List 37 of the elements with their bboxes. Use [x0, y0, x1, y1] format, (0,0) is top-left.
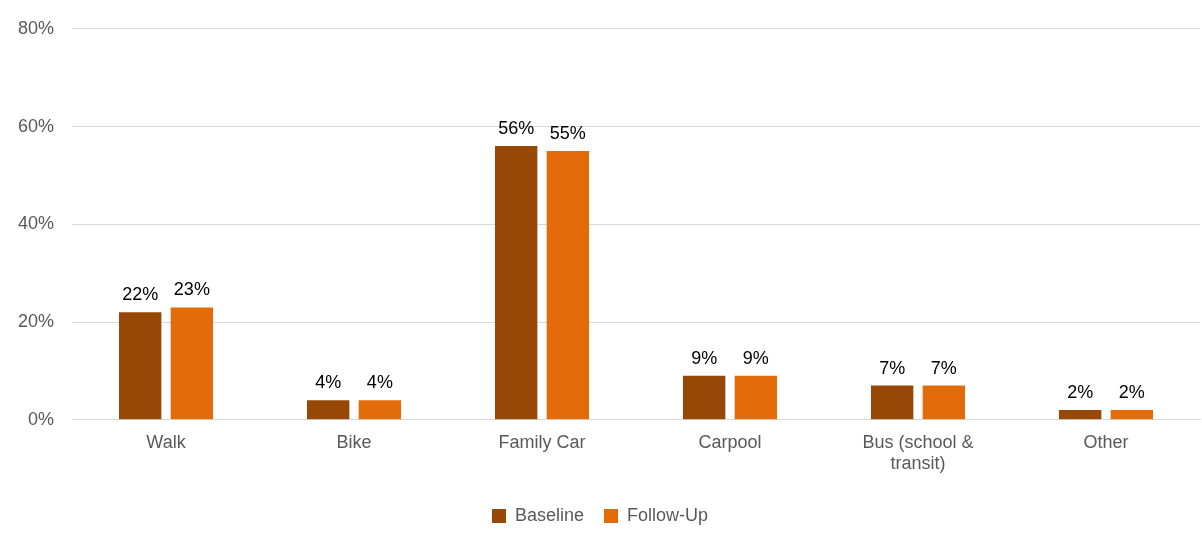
bar — [170, 307, 214, 420]
bar — [682, 375, 726, 420]
data-label: 4% — [366, 372, 393, 393]
legend-label: Baseline — [514, 504, 585, 525]
y-tick-label: 80% — [18, 17, 55, 38]
data-label: 7% — [879, 357, 906, 378]
bar — [734, 375, 778, 420]
data-label: 2% — [1118, 381, 1145, 402]
bar — [870, 385, 914, 420]
bar — [1110, 410, 1154, 420]
x-tick-label: Walk — [146, 431, 187, 452]
x-tick-label: Other — [1083, 431, 1129, 452]
x-tick-label: Family Car — [498, 431, 586, 452]
data-label: 55% — [549, 122, 586, 143]
bar — [546, 150, 590, 420]
data-label: 7% — [930, 357, 957, 378]
data-label: 2% — [1067, 381, 1094, 402]
bar — [1058, 410, 1102, 420]
data-label: 9% — [742, 347, 769, 368]
bar — [118, 312, 162, 420]
y-tick-label: 20% — [18, 311, 55, 332]
legend-label: Follow-Up — [627, 504, 709, 525]
x-tick-label: Bike — [336, 431, 372, 452]
bar — [494, 146, 538, 420]
y-tick-label: 40% — [18, 213, 55, 234]
data-label: 22% — [122, 284, 159, 305]
data-label: 9% — [691, 347, 718, 368]
bar — [358, 400, 402, 420]
y-tick-label: 0% — [28, 408, 55, 429]
data-label: 23% — [173, 279, 210, 300]
bar — [922, 385, 966, 420]
bar — [306, 400, 350, 420]
x-tick-label: Carpool — [698, 431, 762, 452]
data-label: 4% — [315, 372, 342, 393]
y-tick-label: 60% — [18, 115, 55, 136]
x-tick-label: Bus (school & transit) — [862, 431, 974, 474]
data-label: 56% — [498, 118, 535, 139]
